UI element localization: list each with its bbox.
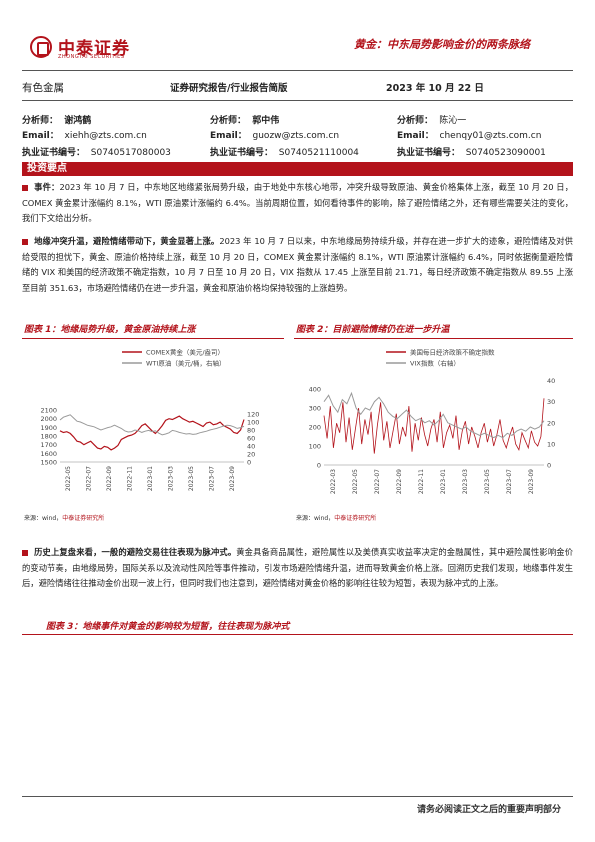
fig1-source: 来源：wind，中泰证券研究所	[24, 515, 105, 522]
y-left-tick-label: 1800	[40, 433, 57, 441]
y-right-tick-label: 100	[247, 419, 259, 427]
x-tick-label: 2023-05	[484, 469, 491, 494]
y-left-tick-label: 0	[317, 462, 321, 470]
x-tick-label: 2022-09	[106, 466, 113, 491]
point-conflict: 地缘冲突升温，避险情绪带动下，黄金显著上涨。2023 年 10 月 7 日以来，…	[22, 236, 573, 293]
y-left-tick-label: 1600	[40, 450, 57, 458]
x-tick-label: 2022-05	[65, 466, 72, 491]
analyst-2-name: 分析师： 郭中伟	[210, 116, 280, 126]
x-tick-label: 2022-11	[418, 469, 425, 494]
y-left-tick-label: 200	[309, 424, 321, 432]
fig2-title: 图表 2：目前避险情绪仍在进一步升温	[296, 325, 450, 335]
fig2-source: 来源：wind，中泰证券研究所	[296, 515, 377, 522]
section-title: 投资要点	[27, 163, 67, 174]
y-left-tick-label: 2000	[40, 415, 57, 423]
x-tick-label: 2022-09	[396, 469, 403, 494]
y-right-tick-label: 10	[547, 440, 555, 448]
y-right-tick-label: 80	[247, 427, 255, 435]
x-tick-label: 2023-07	[208, 466, 215, 491]
series-line-2	[59, 414, 245, 436]
x-tick-label: 2023-01	[147, 466, 154, 491]
fig1-title: 图表 1：地缘局势升级，黄金原油持续上涨	[24, 325, 196, 335]
analyst-2-email[interactable]: Email： guozw@zts.com.cn	[210, 131, 340, 141]
industry: 有色金属	[22, 82, 64, 94]
y-left-tick-label: 1700	[40, 441, 57, 449]
x-tick-label: 2022-11	[127, 466, 134, 491]
x-tick-label: 2022-03	[330, 469, 337, 494]
footer-disclaimer: 请务必阅读正文之后的重要声明部分	[416, 805, 561, 815]
x-tick-label: 2023-03	[167, 466, 174, 491]
bullet-icon	[22, 549, 28, 556]
legend-label-1: 美国每日经济政策不确定指数	[410, 348, 495, 357]
analyst-3-license: 执业证书编号： S0740523090001	[397, 148, 546, 158]
series-line-1	[59, 415, 245, 451]
x-tick-label: 2023-05	[188, 466, 195, 491]
analyst-1-email[interactable]: Email： xiehh@zts.com.cn	[22, 131, 147, 141]
y-left-tick-label: 1500	[40, 459, 57, 467]
fig3-divider	[22, 634, 573, 635]
analyst-1-license: 执业证书编号： S0740517080003	[22, 148, 171, 158]
series-line-1	[323, 398, 545, 454]
x-tick-label: 2022-07	[374, 469, 381, 494]
y-right-tick-label: 120	[247, 411, 259, 419]
meta-divider	[22, 100, 573, 101]
y-right-tick-label: 20	[247, 451, 255, 459]
footer-divider	[22, 796, 573, 797]
bullet-icon	[22, 184, 28, 191]
x-tick-label: 2022-05	[352, 469, 359, 494]
y-right-tick-label: 30	[547, 398, 555, 406]
x-tick-label: 2022-07	[86, 466, 93, 491]
fig2-divider	[294, 338, 573, 339]
fig2-chart: 0 100 200 300 400 0 10 20 30 40 2022-03 2022-05 2022…	[309, 348, 556, 495]
y-left-tick-label: 300	[309, 405, 321, 413]
report-date: 2023 年 10 月 22 日	[386, 83, 484, 94]
x-tick-label: 2023-03	[462, 469, 469, 494]
analyst-2-license: 执业证书编号： S0740521110004	[210, 148, 359, 158]
legend-label-1: COMEX黄金（美元/盎司）	[146, 348, 224, 357]
x-tick-label: 2023-09	[229, 466, 236, 491]
y-left-tick-label: 2100	[40, 407, 57, 415]
legend-label-2: VIX指数（右轴）	[410, 359, 460, 368]
logo-subtext: ZHONGTAI SECURITIES	[58, 54, 125, 60]
fig1-divider	[22, 338, 284, 339]
fig3-title: 图表 3：地缘事件对黄金的影响较为短暂，往往表现为脉冲式	[46, 622, 290, 632]
analyst-3-email[interactable]: Email： chenqy01@zts.com.cn	[397, 131, 542, 141]
bullet-icon	[22, 238, 28, 245]
report-type: 证券研究报告/行业报告简版	[170, 83, 288, 94]
x-tick-label: 2023-09	[528, 469, 535, 494]
y-right-tick-label: 0	[247, 459, 251, 467]
section-bar	[22, 162, 573, 176]
y-left-tick-label: 1900	[40, 424, 57, 432]
analyst-3-name: 分析师： 陈沁一	[397, 116, 467, 126]
point-event: 事件：2023 年 10 月 7 日，中东地区地缘紧张局势升级，由于地处中东核心…	[22, 182, 573, 223]
y-left-tick-label: 100	[309, 443, 321, 451]
x-tick-label: 2023-01	[440, 469, 447, 494]
x-tick-label: 2023-07	[506, 469, 513, 494]
y-right-tick-label: 20	[547, 419, 555, 427]
report-title: 黄金：中东局势影响金价的两条脉络	[354, 38, 530, 51]
y-right-tick-label: 0	[547, 462, 551, 470]
y-right-tick-label: 40	[547, 377, 555, 385]
analyst-1-name: 分析师： 谢鸿鹤	[22, 116, 92, 126]
logo-mark-icon	[30, 36, 52, 58]
legend-label-2: WTI原油（美元/桶，右轴）	[146, 359, 226, 368]
y-right-tick-label: 40	[247, 443, 255, 451]
point-history: 历史上复盘来看，一般的避险交易往往表现为脉冲式。黄金具备商品属性，避险属性以及美…	[22, 547, 573, 588]
logo-text: 中泰证券	[58, 39, 130, 59]
header-divider	[22, 70, 573, 71]
series-line-2	[323, 391, 545, 439]
y-left-tick-label: 400	[309, 386, 321, 394]
y-right-tick-label: 60	[247, 435, 255, 443]
